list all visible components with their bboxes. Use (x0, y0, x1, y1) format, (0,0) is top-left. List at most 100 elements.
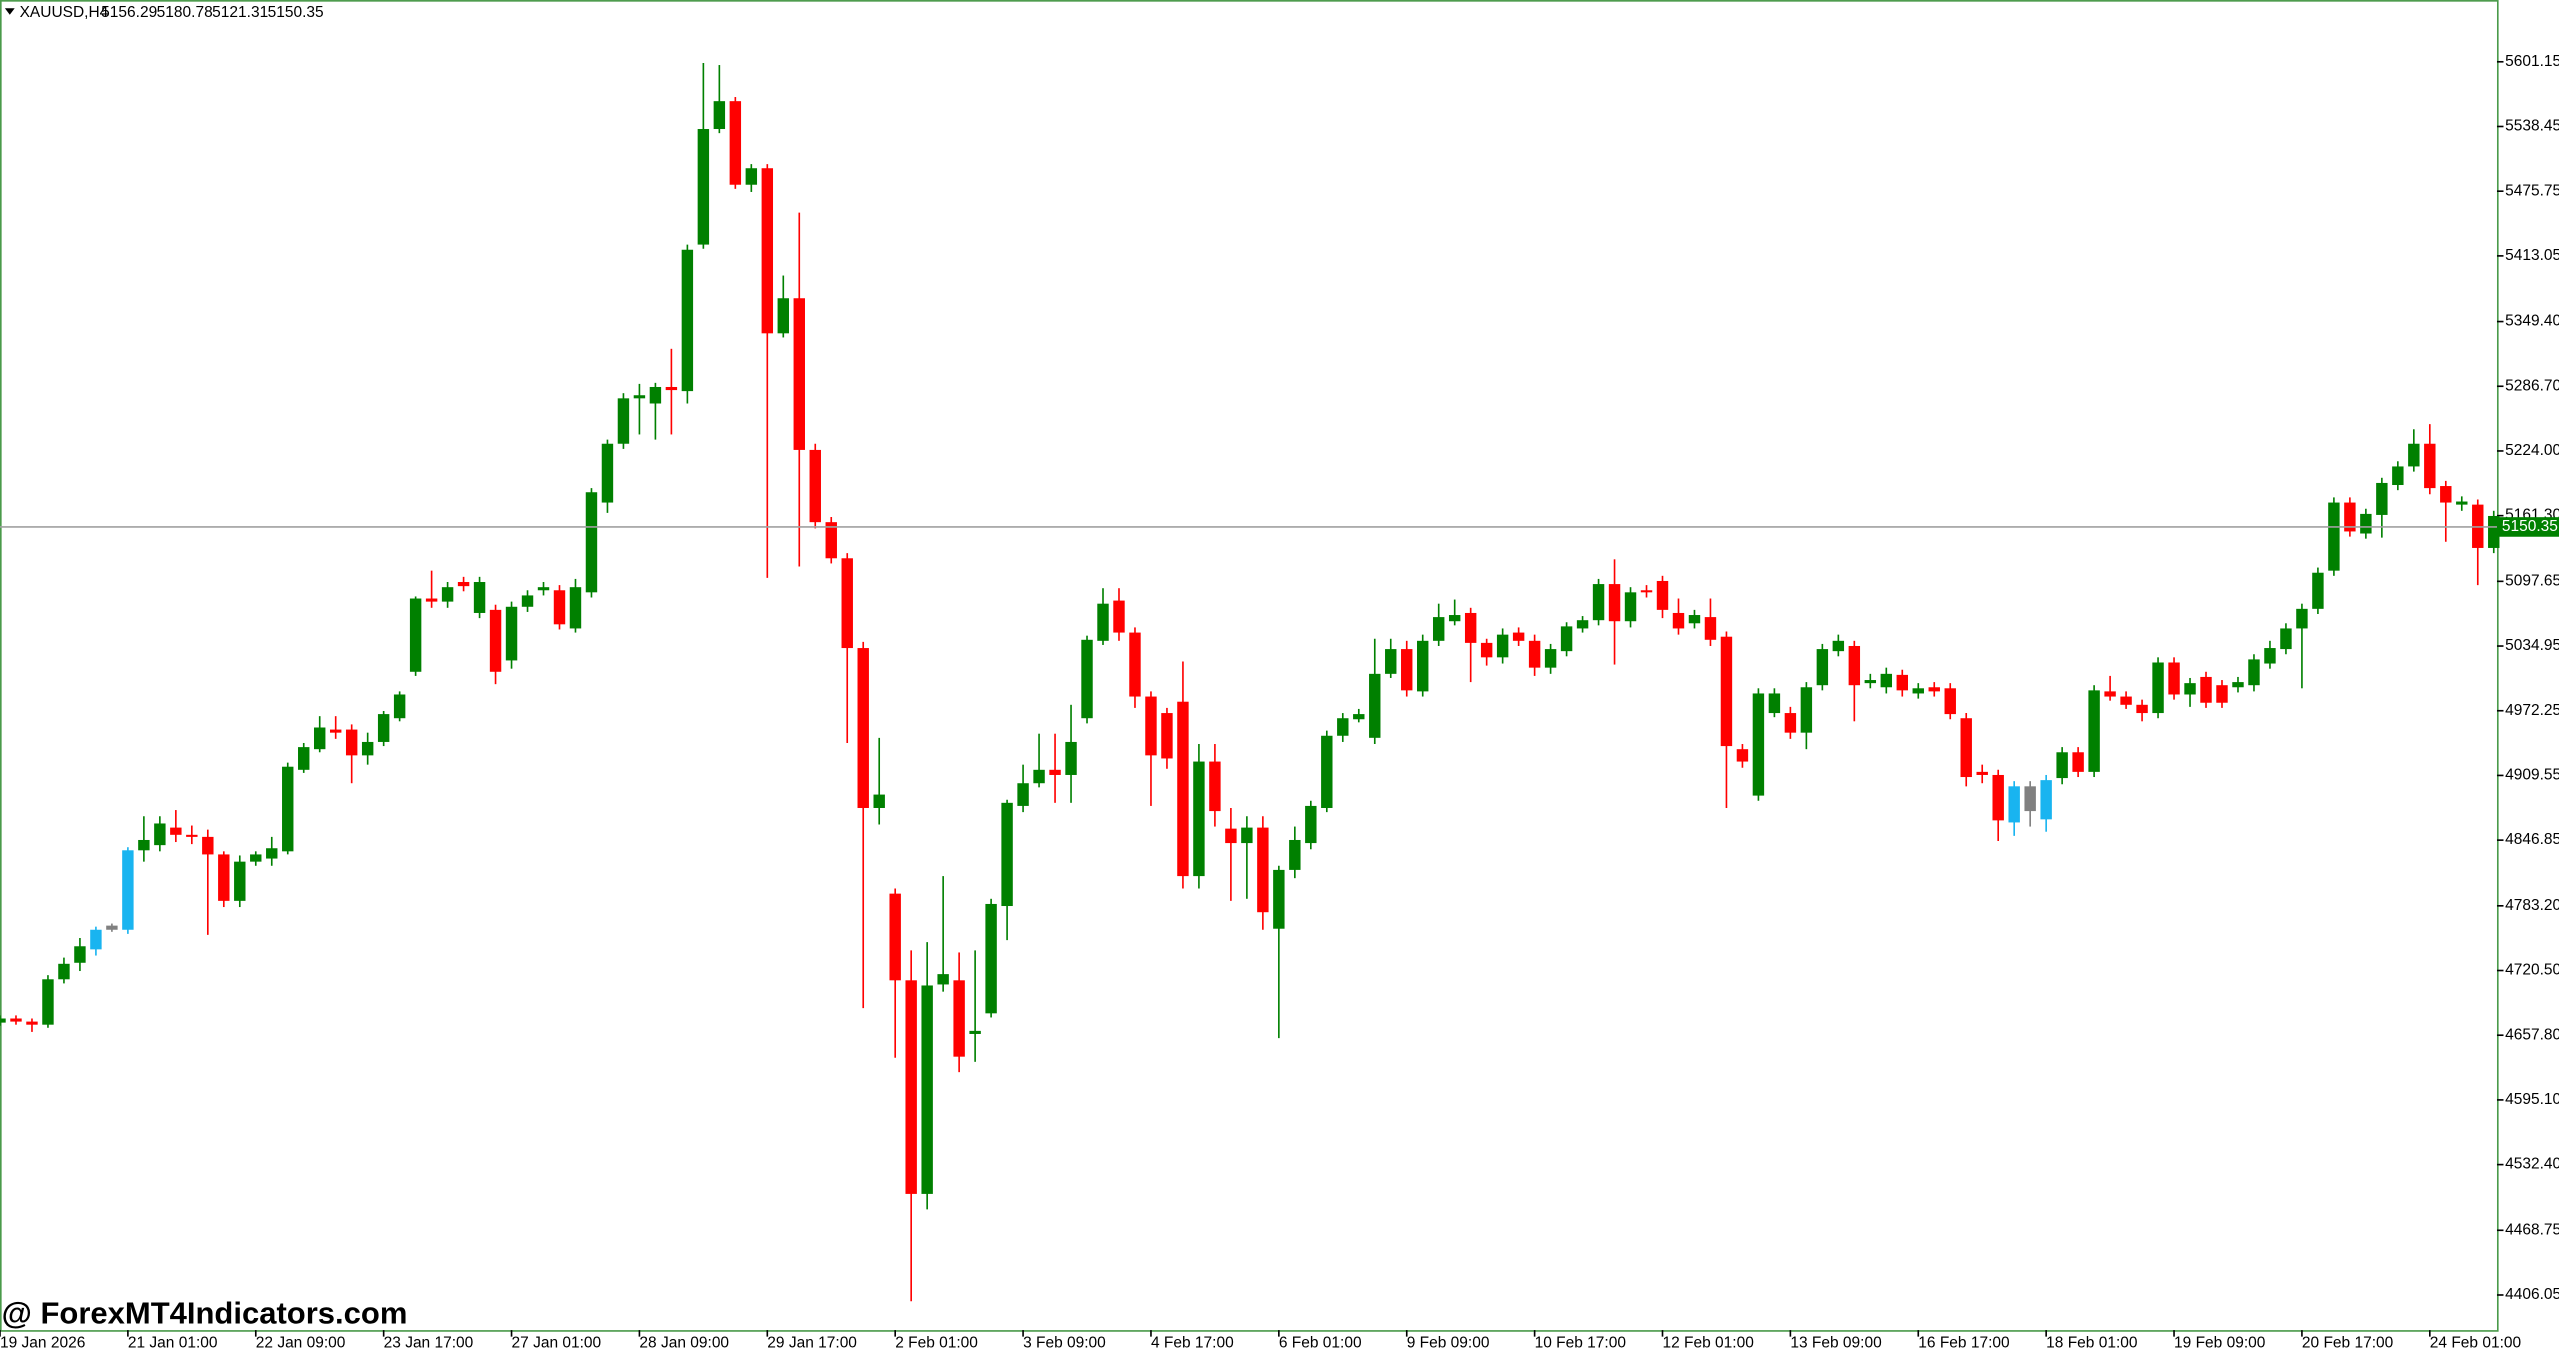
candle-body (282, 766, 294, 852)
candle-body (2424, 443, 2436, 489)
candle-body (2312, 572, 2324, 609)
header-open: 5156.29 (101, 4, 157, 21)
candle-body (569, 587, 582, 629)
candle-body (2248, 659, 2260, 686)
candle-body (521, 595, 534, 607)
candle-body (2280, 628, 2292, 650)
candle-body (90, 929, 102, 950)
y-tick-label: 4909.55 (2505, 767, 2559, 784)
candle-body (649, 386, 662, 404)
candle-body (1560, 626, 1573, 652)
candle-body (1129, 632, 1141, 697)
candle-body (2024, 786, 2036, 812)
candle-body (761, 168, 774, 334)
x-tick-label: 10 Feb 17:00 (1535, 1334, 1627, 1351)
candle-body (1640, 590, 1653, 593)
candle-body (729, 101, 742, 185)
y-tick-label: 4783.20 (2505, 897, 2559, 914)
y-tick-label: 4468.75 (2505, 1221, 2559, 1238)
candle-body (2184, 683, 2196, 695)
candle-body (250, 854, 262, 862)
candle-body (10, 1018, 22, 1022)
candle-body (457, 582, 470, 587)
candle-body (74, 946, 86, 963)
candle-body (617, 398, 630, 444)
candle-body (1512, 632, 1525, 641)
candle-body (0, 1018, 6, 1023)
candle-body (2152, 662, 2164, 714)
candle-body (441, 587, 454, 602)
y-tick-label: 5349.40 (2505, 313, 2559, 330)
x-tick-label: 20 Feb 17:00 (2302, 1334, 2394, 1351)
menu-arrow[interactable] (4, 8, 15, 15)
candle-body (1768, 693, 1781, 714)
y-tick-label: 5475.75 (2505, 182, 2559, 199)
candle-body (1880, 673, 1893, 688)
candle-body (1241, 827, 1253, 844)
x-tick-label: 19 Jan 2026 (0, 1334, 85, 1351)
x-tick-label: 19 Feb 09:00 (2174, 1334, 2266, 1351)
candle-body (2120, 696, 2132, 705)
candle-body (713, 101, 726, 130)
price-tag-label: 5150.35 (2502, 518, 2558, 535)
candle-body (1608, 584, 1621, 622)
candle-body (985, 903, 997, 1014)
y-tick-label: 5224.00 (2505, 442, 2559, 459)
candle-body (138, 839, 150, 851)
candle-body (601, 443, 614, 503)
candle-body (2264, 648, 2276, 664)
candle-body (1592, 584, 1605, 621)
candle-body (1816, 649, 1829, 686)
candle-body (2376, 482, 2388, 515)
candle-body (825, 522, 837, 559)
candle-body (1912, 688, 1924, 694)
candle-body (841, 558, 853, 649)
candle-body (969, 1030, 981, 1034)
candle-body (1672, 612, 1685, 629)
candle-body (1113, 600, 1125, 633)
candle-body (1480, 642, 1493, 658)
candle-body (633, 395, 646, 399)
candle-body (1528, 640, 1541, 668)
candle-body (553, 590, 566, 625)
candle-body (1177, 701, 1189, 877)
candle-body (1544, 649, 1557, 668)
candle-body (1720, 636, 1733, 747)
y-tick-label: 5034.95 (2505, 637, 2559, 654)
x-tick-label: 12 Feb 01:00 (1663, 1334, 1755, 1351)
candle-body (2440, 486, 2452, 503)
x-tick-label: 2 Feb 01:00 (895, 1334, 978, 1351)
candle-body (1784, 713, 1797, 733)
y-tick-label: 5413.05 (2505, 247, 2559, 264)
candle-body (2392, 466, 2404, 486)
candle-body (2408, 443, 2420, 467)
candle-body (489, 609, 502, 672)
y-tick-label: 5538.45 (2505, 118, 2559, 135)
candle-body (1017, 783, 1029, 806)
candle-body (2456, 501, 2468, 505)
candle-body (1992, 774, 2004, 821)
x-tick-label: 28 Jan 09:00 (639, 1334, 729, 1351)
candle-body (1049, 769, 1061, 775)
candle-body (1145, 696, 1157, 756)
candle-body (1832, 640, 1845, 652)
candle-body (2088, 690, 2100, 772)
candle-body (665, 386, 678, 391)
candle-body (905, 980, 917, 1194)
candle-body (202, 836, 214, 855)
price-tag (2498, 517, 2559, 537)
symbol: XAUUSD,H4 (20, 4, 109, 21)
candle-body (1576, 620, 1589, 629)
candle-body (186, 834, 198, 837)
candle-body (345, 729, 358, 756)
y-tick-label: 4532.40 (2505, 1156, 2559, 1173)
x-tick-label: 6 Feb 01:00 (1279, 1334, 1362, 1351)
x-tick-label: 4 Feb 17:00 (1151, 1334, 1234, 1351)
candle-body (58, 963, 70, 980)
candle-body (1081, 639, 1093, 719)
candle-body (953, 980, 965, 1057)
candle-body (2008, 786, 2020, 823)
candle-body (1928, 687, 1940, 692)
candle-body (1065, 741, 1077, 775)
